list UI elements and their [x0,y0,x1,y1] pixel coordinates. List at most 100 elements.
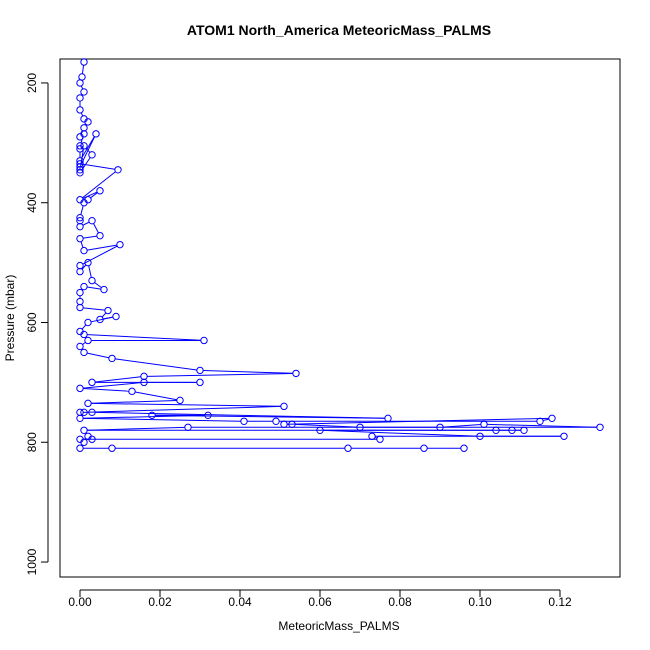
data-point [80,246,88,255]
series-segment [295,423,357,428]
series-segment [87,426,185,431]
series-segment [83,235,97,239]
series-segment [82,341,86,345]
chart-title: ATOM1 North_America MeteoricMass_PALMS [187,22,491,38]
series-segment [81,65,85,74]
x-tick-label: 0.10 [468,595,492,609]
series-segment [93,223,99,234]
data-point [112,312,120,321]
series-segment [287,417,549,425]
series-segment [85,147,91,153]
x-tick-label: 0.08 [388,595,412,609]
series-segment [203,369,293,374]
data-point [344,444,352,452]
data-point [80,124,88,132]
data-point [84,336,92,345]
data-point [288,420,296,428]
data-point [280,420,288,428]
series-segment [83,163,115,170]
data-point [76,213,84,222]
data-point [80,438,88,446]
data-point [184,423,192,431]
data-point [376,435,384,443]
data-point [76,234,84,243]
series-segment [82,245,118,265]
data-point [76,106,84,114]
series-segment [81,136,95,159]
data-point [536,417,544,426]
x-tick-label: 0.04 [228,595,252,609]
series-segment [82,171,116,199]
data-point [76,414,84,423]
data-point [140,378,148,387]
data-point [316,426,324,434]
series-segment [91,316,113,323]
data-point [96,231,104,240]
data-point [384,414,392,423]
series-segment [147,372,293,377]
series-segment [81,264,87,270]
series-segment [94,282,102,289]
y-axis: 200 400 600 800 1000 [25,73,49,575]
data-point [80,130,88,138]
series-segment [101,312,107,318]
data-point [548,414,556,423]
data-point [84,399,92,408]
data-point [76,222,84,231]
data-point [76,342,84,351]
series-segment [115,358,197,371]
y-tick-label: 400 [25,192,39,212]
data-point [76,297,84,306]
series-segment [81,324,87,330]
data-point [88,408,96,417]
data-point [88,216,96,225]
series-segment [88,265,92,278]
series-segment [80,241,84,248]
data-point [76,94,84,102]
series-segment [542,418,550,422]
series-segment [80,85,84,90]
series-segment [87,352,109,359]
data-point [176,396,184,405]
x-tick-label: 0.06 [308,595,332,609]
series-segment [87,244,117,251]
data-point [76,444,84,452]
data-point [460,444,468,452]
data-point [476,432,484,440]
series-segment [443,424,481,428]
data-point [272,417,280,426]
data-point [292,369,300,378]
series-segment [323,429,477,437]
series-segment [83,382,141,389]
data-point [356,423,364,431]
data-point [240,417,248,426]
data-point [88,151,96,159]
series-segment [135,391,177,401]
series-segment [91,402,281,407]
data-point [80,58,88,66]
data-point [200,336,208,345]
data-point [76,267,84,276]
data-point [80,348,88,357]
data-point [80,142,88,150]
data-point [76,79,84,87]
data-point [420,444,428,452]
data-point [140,372,148,381]
data-point [80,88,88,96]
data-point [80,199,88,207]
data-point [78,73,86,81]
data-point [196,378,204,387]
series-segment [87,334,201,341]
data-point [480,420,488,428]
series-segment [80,112,84,117]
data-point [116,240,124,249]
y-tick-label: 1000 [25,548,39,575]
data-point [76,288,84,297]
data-point [76,408,84,417]
x-axis: 0.00 0.02 0.04 0.06 0.08 0.10 0.12 [68,589,572,609]
plot-frame [59,58,621,578]
y-tick-label: 800 [25,432,39,452]
data-point [96,187,104,195]
data-point [196,366,204,375]
series-segment [83,388,129,392]
